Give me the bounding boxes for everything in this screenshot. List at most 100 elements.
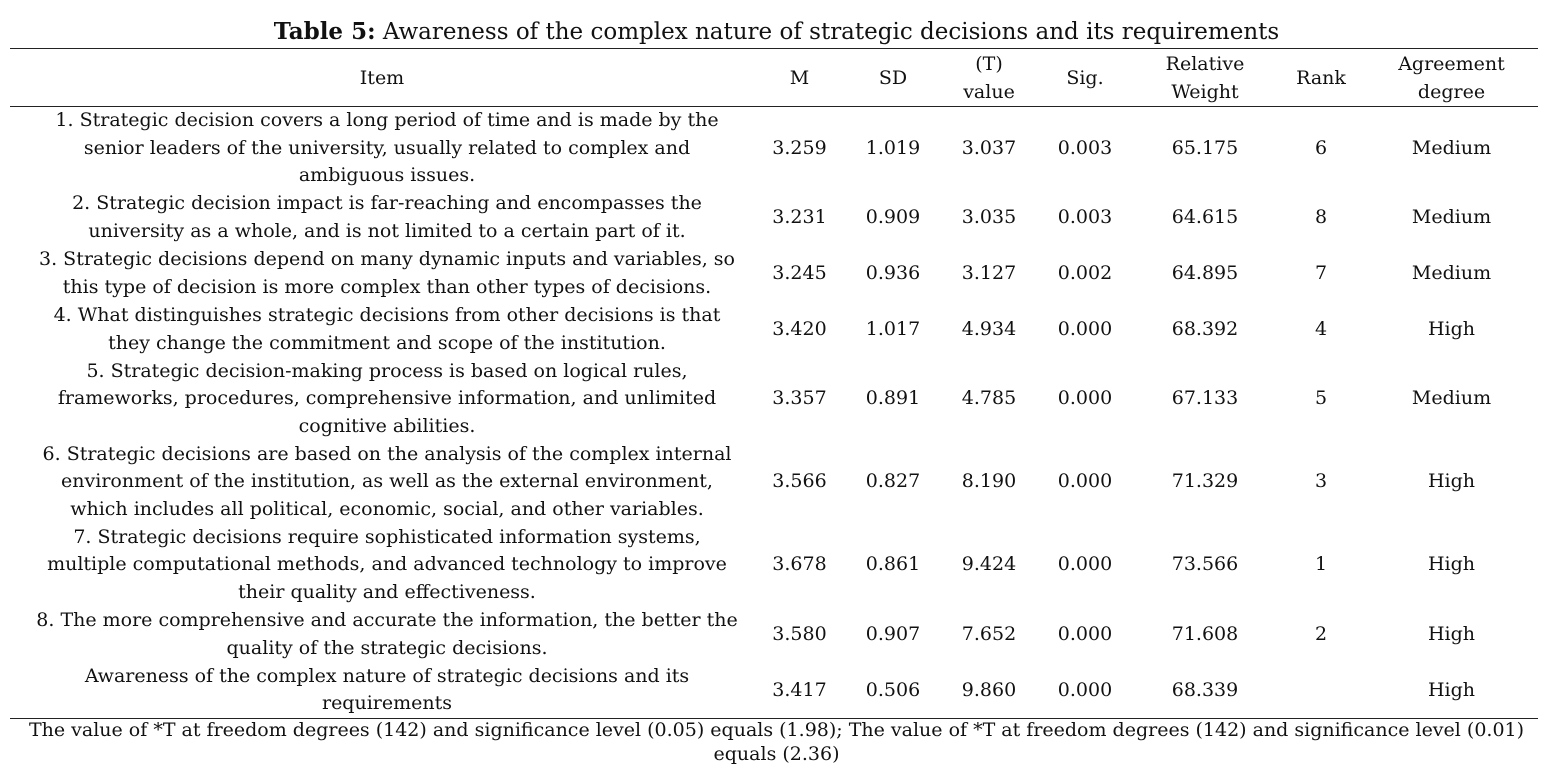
- header-agreement: Agreement degree: [1365, 48, 1538, 107]
- table-row: 6. Strategic decisions are based on the …: [10, 441, 1538, 524]
- header-t-line2: value: [963, 80, 1015, 103]
- table-body: 1. Strategic decision covers a long peri…: [10, 107, 1538, 719]
- cell-sig: 0.002: [1057, 261, 1113, 284]
- header-agr-line1: Agreement: [1398, 53, 1505, 75]
- header-t-value: (T) value: [941, 48, 1037, 107]
- cell-t-value: 7.652: [961, 622, 1017, 645]
- table-row: 8. The more comprehensive and accurate t…: [10, 607, 1538, 663]
- cell-rank: 7: [1314, 261, 1328, 284]
- cell-item: 4. What distinguishes strategic decision…: [53, 304, 721, 354]
- cell-m: 3.245: [772, 261, 827, 284]
- cell-item: 2. Strategic decision impact is far-reac…: [72, 192, 702, 242]
- header-m: M: [754, 48, 845, 107]
- cell-relative-weight: 71.608: [1171, 622, 1239, 645]
- cell-m: 3.417: [754, 662, 845, 719]
- cell-m: 3.420: [772, 317, 827, 340]
- table-row: 7. Strategic decisions require sophistic…: [10, 524, 1538, 607]
- table-title: Table 5: Awareness of the complex nature…: [0, 18, 1553, 46]
- cell-t-value: 3.127: [961, 261, 1017, 284]
- cell-item: 3. Strategic decisions depend on many dy…: [39, 248, 735, 298]
- header-item: Item: [10, 48, 754, 107]
- results-table: Item M SD (T) value Sig. Relative Weight R…: [10, 48, 1538, 719]
- cell-sig: 0.000: [1057, 470, 1113, 493]
- cell-sd: 0.861: [865, 553, 921, 576]
- cell-m: 3.259: [772, 136, 827, 159]
- cell-relative-weight: 64.615: [1171, 205, 1239, 228]
- table-row: Awareness of the complex nature of strat…: [10, 662, 1538, 719]
- cell-m: 3.566: [772, 470, 827, 493]
- header-row: Item M SD (T) value Sig. Relative Weight R…: [10, 48, 1538, 107]
- cell-item: 5. Strategic decision-making process is …: [57, 359, 717, 437]
- cell-sd: 0.909: [865, 205, 921, 228]
- cell-sd: 0.907: [865, 622, 921, 645]
- cell-m: 3.678: [772, 553, 827, 576]
- cell-t-value: 9.424: [961, 553, 1017, 576]
- cell-sd: 0.936: [865, 261, 921, 284]
- cell-item: 1. Strategic decision covers a long peri…: [55, 109, 719, 186]
- cell-m: 3.580: [772, 622, 827, 645]
- table-footnote: The value of *T at freedom degrees (142)…: [28, 719, 1525, 765]
- table-row: 5. Strategic decision-making process is …: [10, 358, 1538, 441]
- header-sig: Sig.: [1037, 48, 1133, 107]
- cell-relative-weight: 68.339: [1133, 662, 1277, 719]
- cell-t-value: 4.934: [961, 317, 1017, 340]
- cell-relative-weight: 68.392: [1171, 317, 1239, 340]
- table-row: 1. Strategic decision covers a long peri…: [10, 107, 1538, 190]
- cell-sd: 1.017: [865, 317, 921, 340]
- cell-t-value: 8.190: [961, 470, 1017, 493]
- cell-agreement: High: [1427, 470, 1476, 493]
- cell-sig: 0.003: [1057, 205, 1113, 228]
- cell-agreement: High: [1365, 662, 1538, 719]
- header-sd: SD: [845, 48, 941, 107]
- cell-sd: 0.827: [865, 470, 921, 493]
- cell-rank: [1277, 662, 1365, 719]
- table-number: Table 5:: [273, 18, 376, 45]
- cell-agreement: Medium: [1411, 387, 1492, 410]
- cell-relative-weight: 73.566: [1171, 553, 1239, 576]
- cell-sig: 0.003: [1057, 136, 1113, 159]
- table-row: 2. Strategic decision impact is far-reac…: [10, 190, 1538, 246]
- table-caption: Awareness of the complex nature of strat…: [375, 19, 1280, 45]
- header-agr-line2: degree: [1417, 80, 1486, 103]
- cell-item: 7. Strategic decisions require sophistic…: [47, 525, 727, 603]
- cell-sig: 0.000: [1057, 317, 1113, 340]
- cell-m: 3.231: [772, 205, 827, 228]
- cell-sd: 0.506: [845, 662, 941, 719]
- cell-rank: 6: [1314, 136, 1328, 159]
- cell-agreement: Medium: [1411, 261, 1492, 284]
- table-row: 4. What distinguishes strategic decision…: [10, 302, 1538, 358]
- cell-agreement: High: [1427, 553, 1476, 576]
- cell-sig: 0.000: [1037, 662, 1133, 719]
- cell-sig: 0.000: [1057, 553, 1113, 576]
- cell-relative-weight: 71.329: [1171, 470, 1239, 493]
- header-rw-line1: Relative: [1165, 53, 1245, 75]
- cell-sd: 0.891: [865, 387, 921, 410]
- cell-agreement: High: [1427, 622, 1476, 645]
- cell-relative-weight: 64.895: [1171, 261, 1239, 284]
- cell-rank: 5: [1314, 387, 1328, 410]
- cell-item: Awareness of the complex nature of strat…: [10, 662, 754, 719]
- cell-sig: 0.000: [1057, 387, 1113, 410]
- cell-sd: 1.019: [865, 136, 921, 159]
- cell-rank: 2: [1314, 622, 1328, 645]
- header-rank: Rank: [1277, 48, 1365, 107]
- cell-relative-weight: 65.175: [1171, 136, 1239, 159]
- cell-sig: 0.000: [1057, 622, 1113, 645]
- cell-agreement: High: [1427, 317, 1476, 340]
- cell-item: 6. Strategic decisions are based on the …: [42, 442, 732, 520]
- cell-rank: 1: [1314, 553, 1328, 576]
- cell-rank: 8: [1314, 205, 1328, 228]
- cell-rank: 3: [1314, 470, 1328, 493]
- header-t-line1: (T): [975, 53, 1003, 75]
- cell-t-value: 3.037: [961, 136, 1017, 159]
- cell-t-value: 9.860: [941, 662, 1037, 719]
- cell-agreement: Medium: [1411, 205, 1492, 228]
- cell-relative-weight: 67.133: [1171, 387, 1239, 410]
- table-row: 3. Strategic decisions depend on many dy…: [10, 246, 1538, 302]
- header-rw-line2: Weight: [1171, 80, 1239, 103]
- cell-item: 8. The more comprehensive and accurate t…: [36, 609, 738, 659]
- cell-agreement: Medium: [1411, 136, 1492, 159]
- cell-t-value: 4.785: [961, 387, 1017, 410]
- cell-t-value: 3.035: [961, 205, 1017, 228]
